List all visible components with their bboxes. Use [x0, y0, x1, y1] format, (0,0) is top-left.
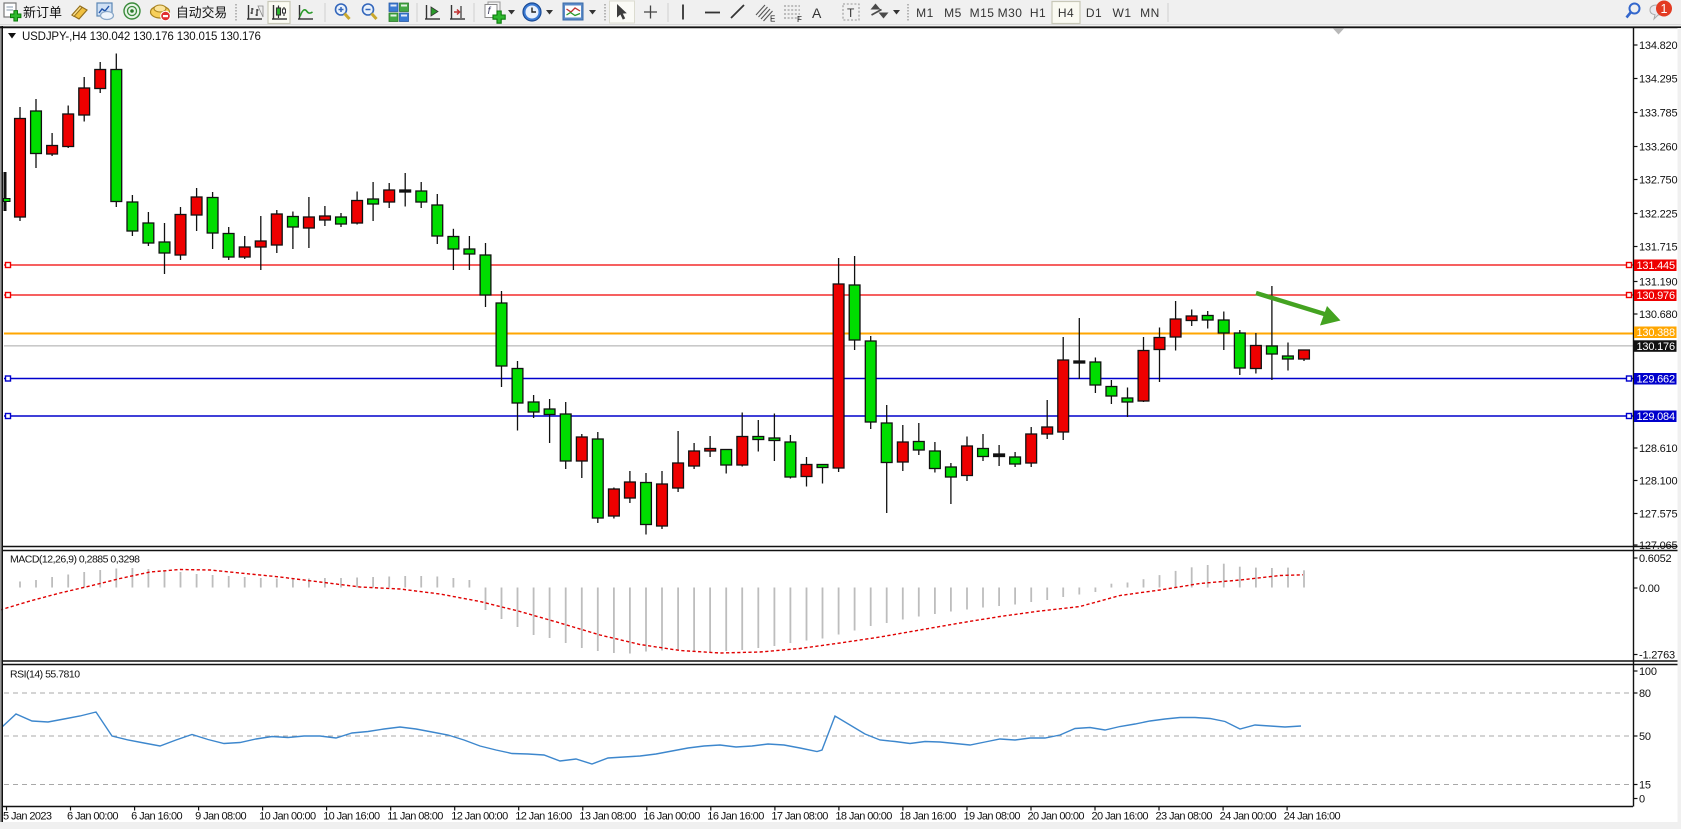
svg-text:23 Jan 08:00: 23 Jan 08:00: [1156, 811, 1213, 823]
svg-text:80: 80: [1639, 688, 1651, 700]
svg-text:133.785: 133.785: [1639, 108, 1677, 120]
svg-text:128.100: 128.100: [1639, 476, 1677, 488]
svg-text:18 Jan 00:00: 18 Jan 00:00: [835, 811, 892, 823]
svg-text:0.00: 0.00: [1639, 583, 1660, 595]
svg-text:5 Jan 2023: 5 Jan 2023: [3, 811, 52, 823]
svg-text:50: 50: [1639, 731, 1651, 743]
svg-text:USDJPY-,H4 130.042 130.176 13: USDJPY-,H4 130.042 130.176 130.015 130.1…: [22, 31, 261, 43]
svg-text:131.715: 131.715: [1639, 242, 1677, 254]
svg-text:18 Jan 16:00: 18 Jan 16:00: [899, 811, 956, 823]
svg-text:100: 100: [1639, 666, 1657, 678]
svg-text:128.610: 128.610: [1639, 443, 1677, 455]
svg-text:24 Jan 16:00: 24 Jan 16:00: [1284, 811, 1341, 823]
svg-text:17 Jan 08:00: 17 Jan 08:00: [771, 811, 828, 823]
svg-text:127.575: 127.575: [1639, 509, 1677, 521]
svg-text:134.295: 134.295: [1639, 74, 1677, 86]
svg-text:132.750: 132.750: [1639, 175, 1677, 187]
svg-text:A: A: [812, 5, 822, 21]
svg-text:130.388: 130.388: [1637, 327, 1675, 339]
svg-text:M1: M1: [916, 6, 934, 20]
svg-text:16 Jan 00:00: 16 Jan 00:00: [643, 811, 700, 823]
svg-text:15: 15: [1639, 780, 1651, 792]
svg-text:129.662: 129.662: [1637, 374, 1675, 386]
svg-text:12 Jan 00:00: 12 Jan 00:00: [451, 811, 508, 823]
svg-text:F: F: [797, 15, 802, 24]
svg-text:20 Jan 00:00: 20 Jan 00:00: [1028, 811, 1085, 823]
svg-text:127.065: 127.065: [1639, 540, 1677, 552]
svg-text:134.820: 134.820: [1639, 40, 1677, 52]
svg-text:MACD(12,26,9) 0,2885 0,3298: MACD(12,26,9) 0,2885 0,3298: [10, 554, 140, 566]
svg-text:11 Jan 08:00: 11 Jan 08:00: [387, 811, 443, 823]
svg-text:10 Jan 00:00: 10 Jan 00:00: [259, 811, 316, 823]
svg-text:-1.2763: -1.2763: [1639, 650, 1675, 662]
svg-text:自动交易: 自动交易: [176, 5, 227, 20]
svg-text:129.084: 129.084: [1637, 411, 1675, 423]
svg-text:16 Jan 16:00: 16 Jan 16:00: [707, 811, 764, 823]
svg-text:RSI(14) 55.7810: RSI(14) 55.7810: [10, 669, 80, 681]
svg-text:M15: M15: [970, 6, 995, 20]
svg-text:130.976: 130.976: [1637, 290, 1675, 302]
svg-text:12 Jan 16:00: 12 Jan 16:00: [515, 811, 572, 823]
svg-text:24 Jan 00:00: 24 Jan 00:00: [1220, 811, 1277, 823]
svg-text:0: 0: [1639, 794, 1645, 806]
svg-text:f: f: [488, 5, 492, 17]
svg-text:13 Jan 08:00: 13 Jan 08:00: [579, 811, 636, 823]
svg-text:130.680: 130.680: [1639, 309, 1677, 321]
svg-text:131.190: 131.190: [1639, 277, 1677, 289]
svg-text:M5: M5: [944, 6, 962, 20]
svg-text:0.6052: 0.6052: [1639, 553, 1672, 565]
svg-text:6 Jan 16:00: 6 Jan 16:00: [131, 811, 182, 823]
svg-text:132.225: 132.225: [1639, 209, 1677, 221]
svg-text:W1: W1: [1113, 6, 1132, 20]
svg-text:130.176: 130.176: [1637, 341, 1675, 353]
svg-text:D1: D1: [1086, 6, 1102, 20]
svg-text:6 Jan 00:00: 6 Jan 00:00: [67, 811, 118, 823]
svg-text:M30: M30: [998, 6, 1023, 20]
svg-text:20 Jan 16:00: 20 Jan 16:00: [1092, 811, 1149, 823]
svg-text:131.445: 131.445: [1637, 260, 1675, 272]
svg-text:MN: MN: [1140, 6, 1160, 20]
svg-text:1: 1: [1661, 2, 1668, 16]
svg-text:H4: H4: [1058, 6, 1074, 20]
svg-text:H1: H1: [1030, 6, 1046, 20]
svg-text:9 Jan 08:00: 9 Jan 08:00: [195, 811, 246, 823]
svg-text:133.260: 133.260: [1639, 142, 1677, 154]
svg-text:T: T: [847, 6, 855, 20]
svg-text:10 Jan 16:00: 10 Jan 16:00: [323, 811, 380, 823]
svg-text:新订单: 新订单: [23, 5, 62, 20]
svg-text:19 Jan 08:00: 19 Jan 08:00: [964, 811, 1021, 823]
svg-text:E: E: [770, 15, 775, 24]
